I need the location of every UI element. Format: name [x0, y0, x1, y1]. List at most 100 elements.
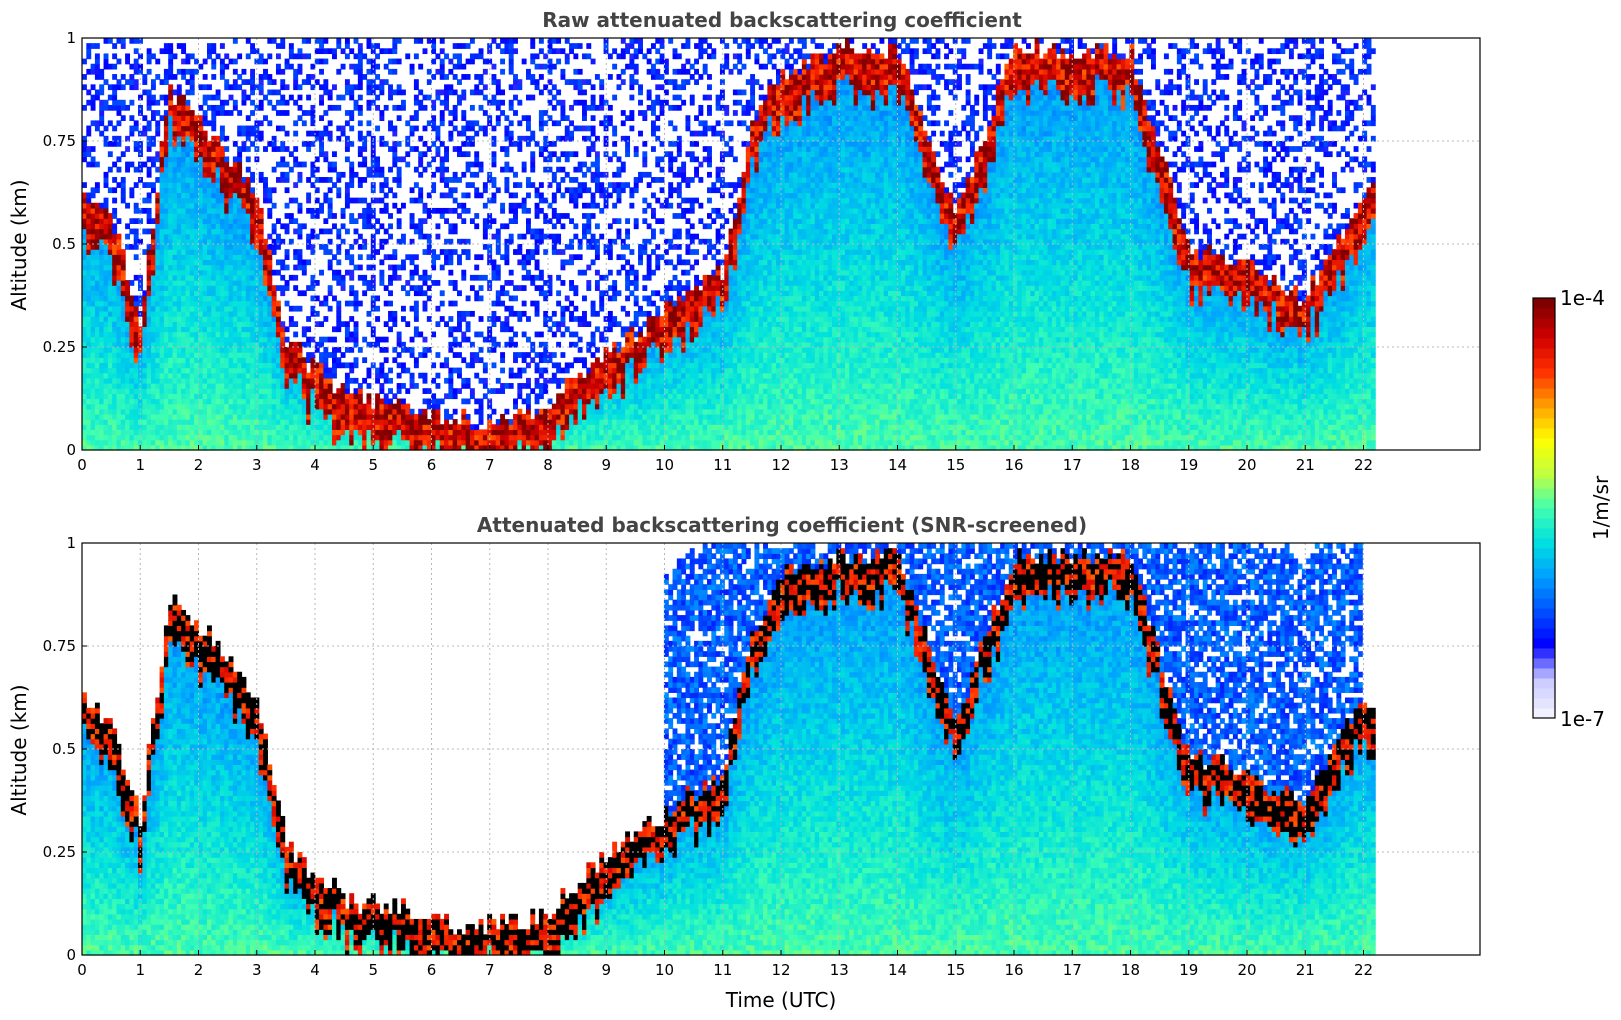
heatmap-cell	[327, 419, 333, 425]
heatmap-cell	[332, 408, 337, 415]
heatmap-cell	[370, 362, 376, 369]
heatmap-cell	[194, 254, 199, 261]
heatmap-cell	[439, 110, 445, 116]
heatmap-cell	[310, 74, 316, 80]
heatmap-cell	[340, 321, 346, 327]
heatmap-cell	[310, 310, 316, 317]
heatmap-cell	[90, 413, 96, 420]
heatmap-cell	[155, 99, 161, 106]
heatmap-cell	[405, 434, 411, 441]
heatmap-cell	[107, 254, 113, 261]
heatmap-cell	[297, 177, 303, 183]
heatmap-cell	[469, 58, 475, 65]
heatmap-cell	[254, 388, 260, 394]
heatmap-cell	[344, 228, 350, 235]
heatmap-cell	[198, 218, 204, 224]
heatmap-cell	[185, 135, 191, 142]
heatmap-cell	[297, 388, 303, 394]
heatmap-cell	[176, 141, 182, 147]
heatmap-cell	[310, 244, 316, 250]
heatmap-cell	[94, 89, 100, 96]
heatmap-cell	[349, 161, 355, 168]
heatmap-cell	[116, 166, 122, 173]
heatmap-cell	[90, 285, 96, 291]
heatmap-cell	[349, 347, 355, 353]
heatmap-cell	[250, 408, 256, 415]
heatmap-cell	[237, 388, 243, 394]
heatmap-cell	[90, 424, 96, 430]
heatmap-cell	[405, 53, 411, 60]
heatmap-cell	[418, 419, 424, 425]
heatmap-cell	[112, 305, 118, 312]
heatmap-cell	[418, 99, 424, 106]
heatmap-cell	[163, 398, 169, 405]
heatmap-cell	[215, 274, 221, 281]
heatmap-cell	[452, 223, 458, 230]
heatmap-cell	[163, 187, 169, 194]
heatmap-cell	[232, 372, 238, 379]
heatmap-cell	[457, 146, 462, 152]
heatmap-cell	[439, 115, 445, 121]
heatmap-cell	[159, 300, 165, 307]
heatmap-cell	[517, 146, 523, 152]
heatmap-cell	[534, 310, 540, 317]
heatmap-cell	[267, 295, 273, 302]
heatmap-cell	[344, 89, 350, 96]
heatmap-cell	[495, 238, 501, 245]
heatmap-cell	[375, 84, 381, 91]
heatmap-cell	[176, 223, 182, 230]
heatmap-cell	[202, 269, 208, 276]
heatmap-cell	[491, 218, 497, 224]
heatmap-cell	[275, 68, 281, 75]
heatmap-cell	[353, 305, 359, 312]
heatmap-cell	[172, 280, 178, 286]
heatmap-cell	[155, 326, 161, 333]
heatmap-cell	[172, 372, 178, 379]
heatmap-cell	[185, 367, 191, 374]
heatmap-cell	[133, 244, 139, 250]
heatmap-cell	[388, 444, 393, 451]
heatmap-cell	[168, 135, 174, 142]
heatmap-cell	[146, 68, 152, 75]
heatmap-cell	[207, 383, 212, 389]
heatmap-cell	[301, 424, 307, 430]
heatmap-cell	[228, 419, 234, 425]
heatmap-cell	[482, 130, 488, 137]
heatmap-cell	[301, 377, 307, 384]
heatmap-cell	[469, 439, 475, 446]
heatmap-cell	[431, 280, 437, 286]
heatmap-cell	[375, 413, 381, 420]
heatmap-cell	[82, 336, 87, 343]
heatmap-cell	[400, 104, 406, 111]
heatmap-cell	[82, 280, 87, 286]
heatmap-cell	[491, 197, 497, 204]
heatmap-cell	[198, 202, 204, 209]
heatmap-cell	[267, 89, 273, 96]
heatmap-cell	[323, 403, 329, 410]
heatmap-cell	[439, 63, 445, 70]
heatmap-cell	[431, 393, 437, 400]
heatmap-cell	[314, 377, 320, 384]
heatmap-cell	[495, 444, 501, 451]
heatmap-cell	[487, 403, 493, 410]
heatmap-cell	[120, 331, 126, 338]
heatmap-cell	[538, 74, 544, 80]
heatmap-cell	[94, 68, 100, 75]
heatmap-cell	[478, 53, 484, 60]
heatmap-cell	[146, 424, 152, 430]
heatmap-cell	[181, 295, 187, 302]
heatmap-cell	[99, 110, 105, 116]
heatmap-cell	[327, 398, 333, 405]
heatmap-cell	[245, 316, 251, 322]
heatmap-cell	[258, 285, 264, 291]
heatmap-cell	[185, 115, 191, 121]
heatmap-cell	[176, 274, 182, 281]
heatmap-cell	[194, 115, 199, 121]
heatmap-cell	[280, 110, 286, 116]
heatmap-cell	[215, 146, 221, 152]
heatmap-cell	[280, 439, 286, 446]
heatmap-cell	[388, 388, 393, 394]
heatmap-cell	[465, 444, 471, 451]
heatmap-cell	[207, 285, 212, 291]
heatmap-cell	[189, 398, 195, 405]
